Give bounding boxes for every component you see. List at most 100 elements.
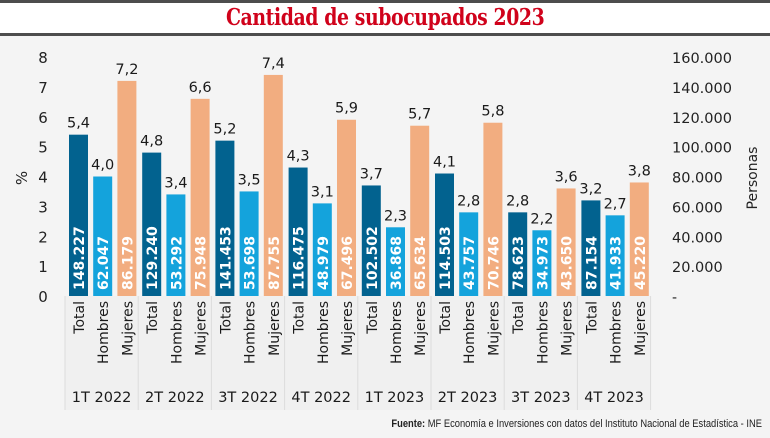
y2-tick-label: 160.000 (672, 51, 732, 67)
y-tick-label: 4 (38, 169, 48, 187)
bar-mujeres (337, 119, 356, 296)
source-label: Fuente: (391, 418, 426, 430)
percent-label: 5,4 (67, 116, 90, 132)
persons-label: 34.973 (535, 236, 551, 290)
bar-total (508, 212, 528, 296)
bar-mujeres (117, 80, 137, 297)
percent-label: 3,4 (164, 175, 187, 191)
subcategory-label: Hombres (535, 301, 551, 364)
y-tick-label: 6 (38, 109, 48, 127)
persons-label: 86.179 (120, 236, 136, 290)
y-axis-label: % (13, 171, 31, 185)
persons-label: 141.453 (218, 226, 234, 290)
bar-hombres (239, 191, 259, 296)
subcategory-label: Total (145, 301, 161, 335)
subcategory-label: Total (584, 301, 600, 335)
persons-label: 87.154 (584, 236, 600, 290)
subcategory-label: Hombres (169, 301, 185, 364)
subcategory-label: Hombres (609, 301, 625, 364)
y2-tick-label: 80.000 (672, 171, 723, 187)
category-label: 2T 2022 (145, 390, 205, 406)
persons-label: 129.240 (145, 226, 161, 290)
persons-label: 41.933 (609, 236, 625, 290)
subcategory-label: Total (292, 301, 308, 335)
percent-label: 5,2 (213, 122, 236, 138)
subcategory-label: Hombres (96, 301, 112, 364)
subcategory-label: Total (511, 301, 527, 335)
percent-label: 3,2 (579, 181, 602, 197)
category-panel (65, 296, 139, 410)
percent-label: 2,8 (506, 193, 529, 209)
bar-chart: 0 1 2 3 4 5 6 7 8% - 20.000 40.000 60.000 80.000 100.0… (13, 49, 761, 410)
bar-hombres (532, 230, 552, 296)
percent-label: 3,6 (555, 169, 578, 185)
y2-axis-label: Personas (745, 147, 761, 210)
bar-total (581, 200, 601, 296)
percent-label: 5,9 (335, 101, 358, 117)
category-panel (138, 296, 212, 410)
persons-label: 78.623 (511, 236, 527, 290)
percent-label: 6,6 (189, 80, 212, 96)
percent-label: 2,7 (604, 196, 627, 212)
persons-label: 45.220 (633, 236, 649, 290)
persons-label: 65.634 (413, 236, 429, 290)
persons-label: 43.757 (462, 236, 478, 290)
top-rule (0, 0, 770, 3)
bar-total (142, 152, 162, 296)
subcategory-label: Total (438, 301, 454, 335)
bar-total (361, 185, 381, 296)
subcategory-label: Total (218, 301, 234, 335)
persons-label: 114.503 (438, 226, 454, 290)
percent-label: 7,4 (262, 56, 285, 72)
category-panel (577, 296, 651, 410)
chart-title: Cantidad de subocupados 2023 (225, 4, 545, 31)
percent-label: 5,7 (408, 107, 431, 123)
y-tick-label: 5 (38, 139, 48, 157)
title-rule (0, 33, 770, 36)
percent-label: 2,8 (457, 193, 480, 209)
title-band: Cantidad de subocupados 2023 (0, 3, 770, 33)
subcategory-label: Mujeres (633, 301, 649, 356)
percent-label: 2,2 (530, 211, 553, 227)
percent-label: 3,1 (311, 184, 334, 200)
bar-hombres (605, 215, 625, 296)
persons-label: 75.948 (194, 236, 210, 290)
subcategory-label: Mujeres (194, 301, 210, 356)
bar-total (215, 140, 235, 296)
bar-total (288, 167, 308, 296)
category-panel (504, 296, 578, 410)
percent-label: 3,7 (360, 166, 383, 182)
subcategory-label: Mujeres (340, 301, 356, 356)
persons-label: 67.496 (340, 236, 356, 290)
category-panel (284, 296, 358, 410)
subcategory-label: Hombres (316, 301, 332, 364)
persons-label: 102.502 (365, 226, 381, 290)
persons-label: 53.292 (169, 236, 185, 290)
percent-label: 5,8 (481, 104, 504, 120)
subcategory-label: Mujeres (413, 301, 429, 356)
bar-mujeres (190, 98, 210, 296)
source-note: Fuente: MF Economía e Inversiones con da… (391, 418, 762, 430)
y2-tick-label: 140.000 (672, 81, 732, 97)
category-panel (357, 296, 431, 410)
percent-label: 3,8 (628, 163, 651, 179)
category-label: 3T 2022 (218, 390, 278, 406)
persons-label: 62.047 (96, 236, 112, 290)
percent-label: 4,0 (91, 158, 114, 174)
subcategory-label: Hombres (389, 301, 405, 364)
y2-tick-label: 100.000 (672, 141, 732, 157)
percent-label: 4,1 (433, 155, 456, 171)
subcategory-label: Mujeres (486, 301, 502, 356)
y-tick-label: 1 (38, 258, 48, 276)
subcategory-label: Total (72, 301, 88, 335)
persons-label: 48.979 (316, 236, 332, 290)
bar-mujeres (556, 188, 576, 296)
percent-label: 4,8 (140, 134, 163, 150)
y-tick-label: 8 (38, 49, 48, 67)
bar-hombres (93, 176, 113, 296)
persons-label: 148.227 (72, 226, 88, 290)
y-tick-label: 2 (38, 228, 48, 246)
subcategory-label: Hombres (243, 301, 259, 364)
category-panel (211, 296, 285, 410)
bar-hombres (312, 203, 332, 296)
